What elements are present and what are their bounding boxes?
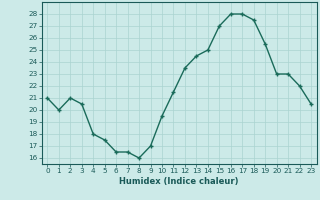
X-axis label: Humidex (Indice chaleur): Humidex (Indice chaleur) bbox=[119, 177, 239, 186]
